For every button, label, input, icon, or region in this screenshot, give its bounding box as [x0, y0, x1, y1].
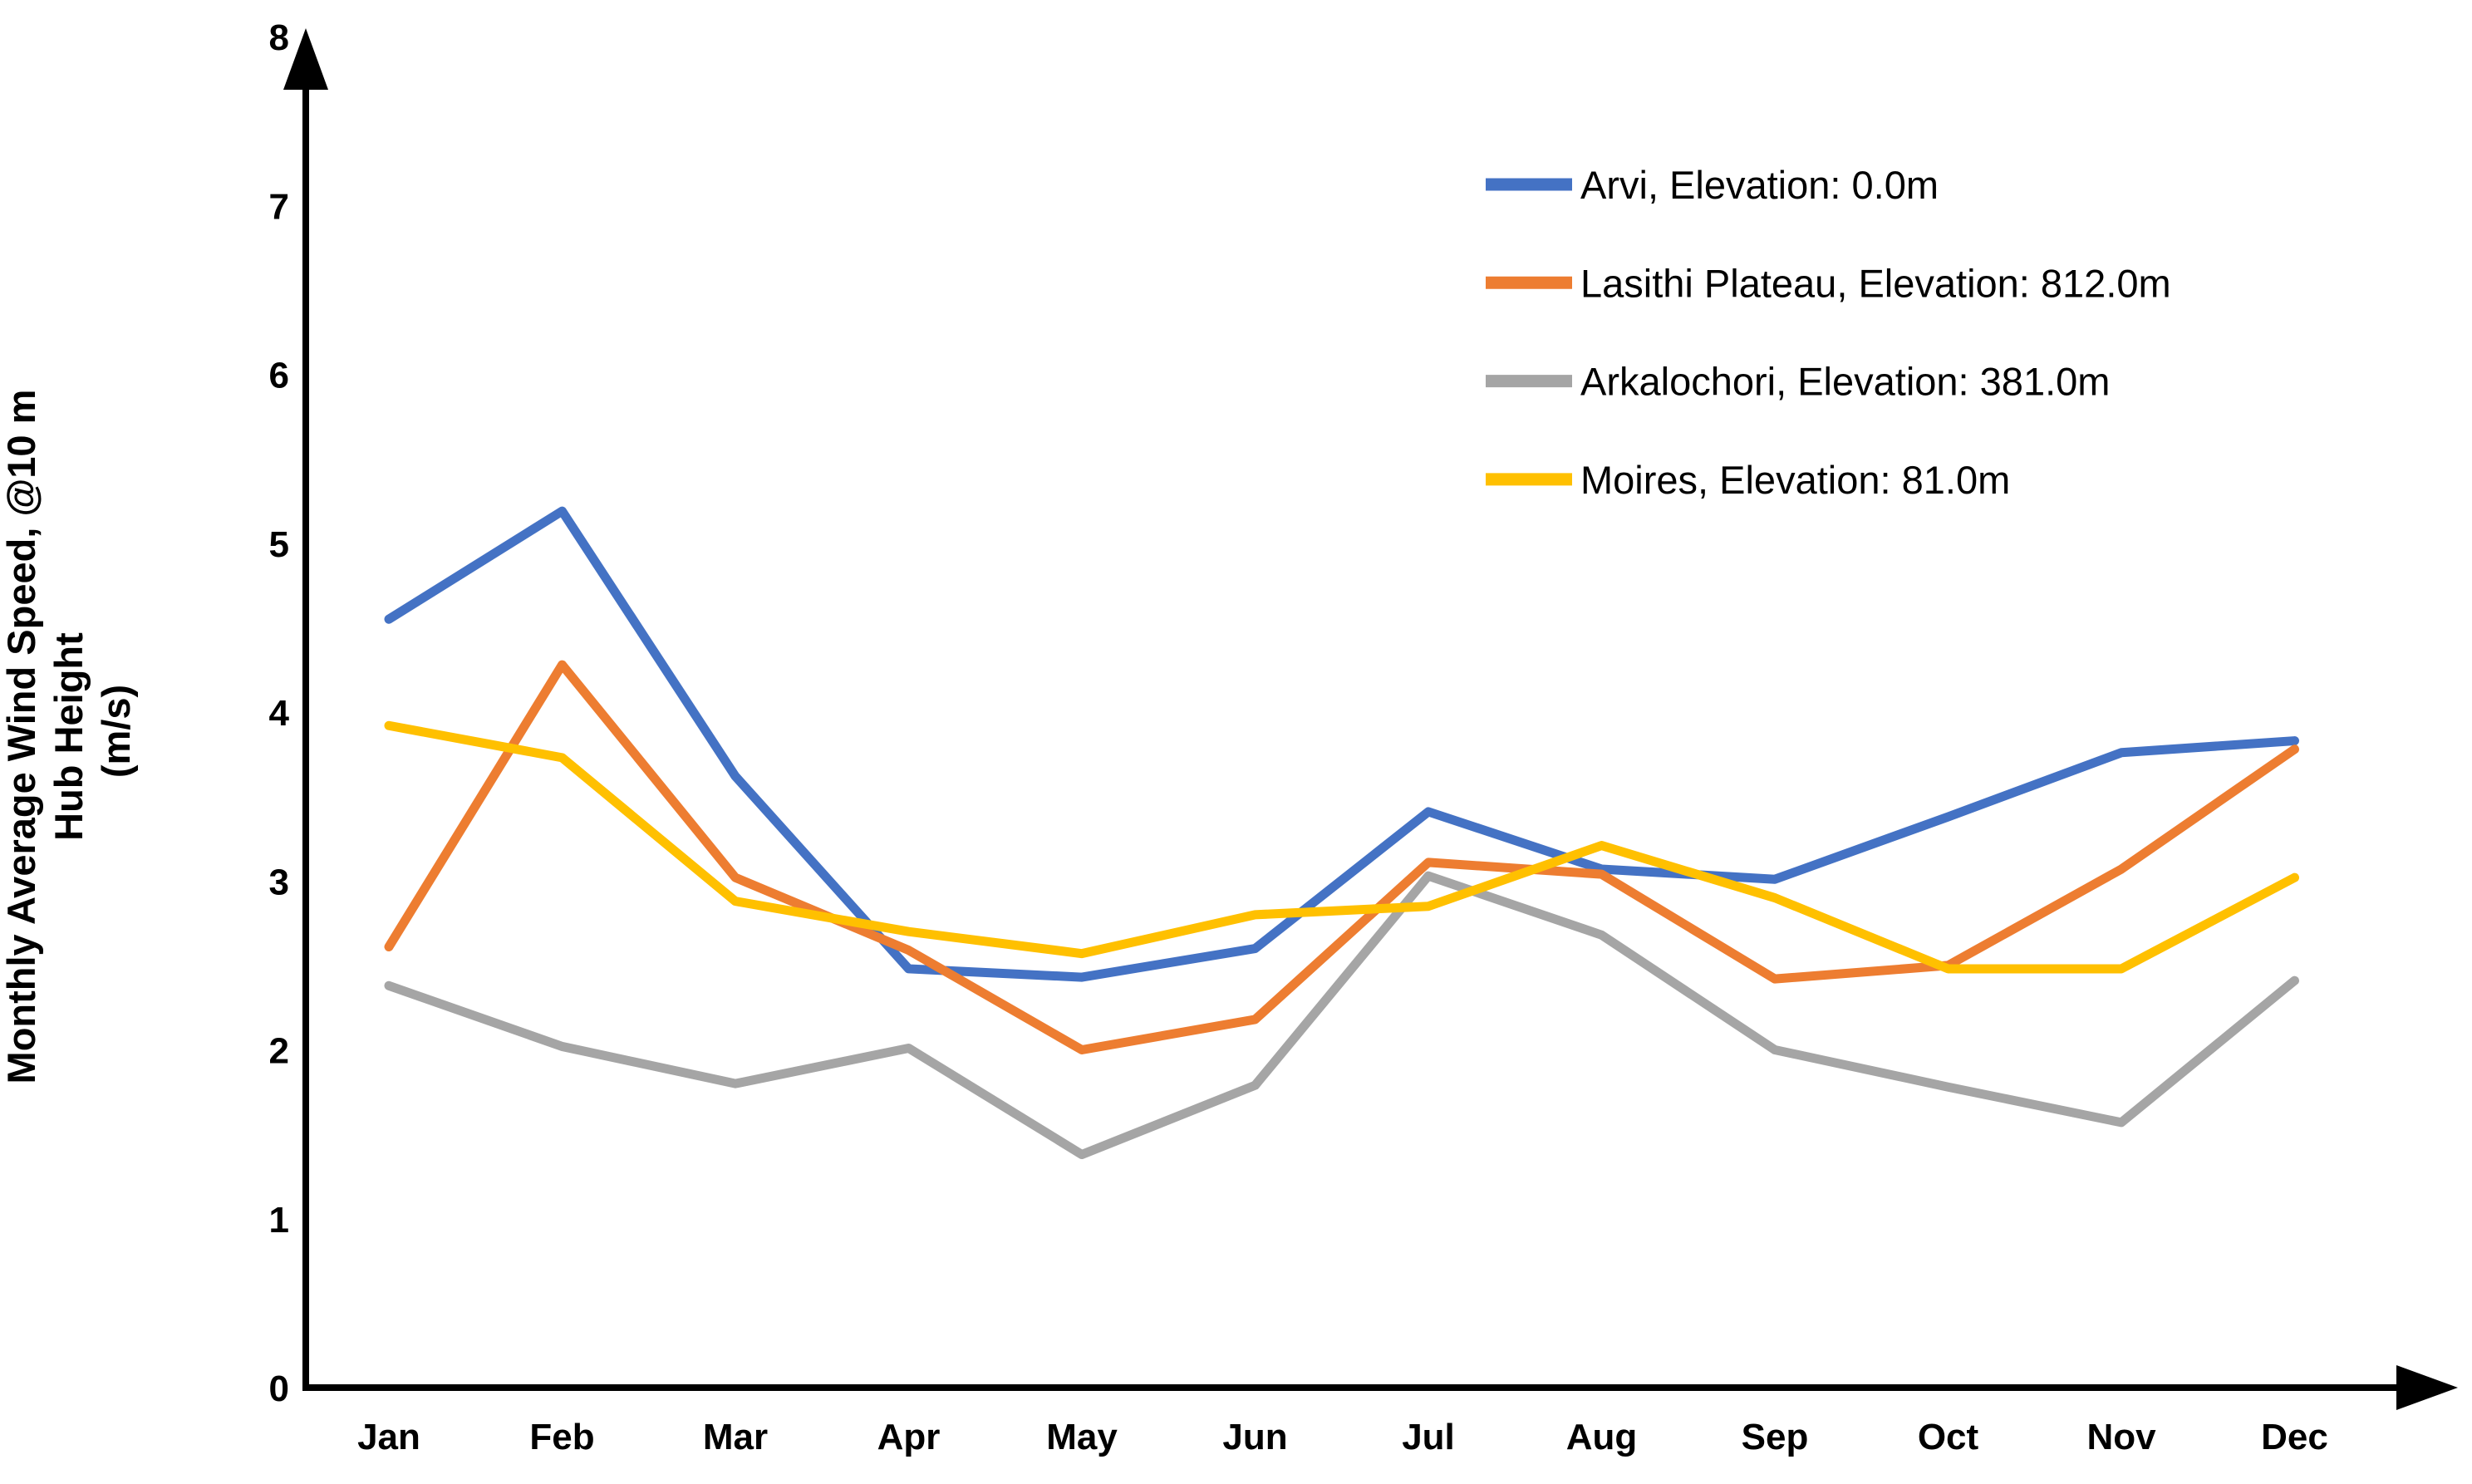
- y-axis-title-line2: Hub Height: [47, 632, 91, 841]
- x-tick-label: May: [1046, 1417, 1118, 1457]
- y-tick-label: 1: [269, 1200, 289, 1241]
- x-tick-label: Feb: [529, 1417, 594, 1457]
- x-tick-label: Dec: [2261, 1417, 2328, 1457]
- series-line-moires: [384, 720, 2299, 974]
- x-tick-label: Jun: [1222, 1417, 1287, 1457]
- series-line-arkalochori: [384, 871, 2299, 1160]
- legend-label: Arvi, Elevation: 0.0m: [1580, 163, 1939, 207]
- x-tick-label: Jan: [357, 1417, 420, 1457]
- y-tick-label: 4: [269, 693, 290, 734]
- y-axis-arrow-icon: [283, 28, 328, 90]
- x-tick-label: Nov: [2086, 1417, 2156, 1457]
- y-axis-title: Monthly Average Wind Speed, @10 m Hub He…: [0, 379, 138, 1084]
- series-line-arvi: [384, 506, 2299, 982]
- series-line-lasithi-plateau: [384, 660, 2299, 1054]
- x-tick-label: Apr: [877, 1417, 941, 1457]
- y-tick-label: 0: [269, 1369, 289, 1409]
- y-axis-title-line1: Monthly Average Wind Speed, @10 m: [0, 390, 43, 1084]
- y-tick-label: 7: [269, 186, 289, 227]
- x-tick-label: Oct: [1918, 1417, 1979, 1457]
- y-axis-title-line3: (m/s): [94, 685, 138, 778]
- x-axis-arrow-icon: [2396, 1365, 2458, 1410]
- legend-label: Moires, Elevation: 81.0m: [1580, 458, 2010, 502]
- y-tick-label: 2: [269, 1031, 289, 1072]
- x-tick-label: Aug: [1566, 1417, 1638, 1457]
- x-tick-label: Jul: [1402, 1417, 1455, 1457]
- x-tick-label: Sep: [1742, 1417, 1809, 1457]
- x-tick-label: Mar: [703, 1417, 768, 1457]
- legend-label: Arkalochori, Elevation: 381.0m: [1580, 360, 2110, 404]
- y-tick-label: 8: [269, 17, 289, 58]
- y-tick-label: 6: [269, 356, 289, 396]
- legend-label: Lasithi Plateau, Elevation: 812.0m: [1580, 261, 2171, 305]
- generated-chart-content: 0 1 2 3 4 5 6 7 8 Jan Feb Mar Apr May Jun Jul Aug Sep Oct N…: [269, 17, 2328, 1457]
- y-tick-label: 3: [269, 862, 289, 902]
- y-tick-label: 5: [269, 524, 289, 565]
